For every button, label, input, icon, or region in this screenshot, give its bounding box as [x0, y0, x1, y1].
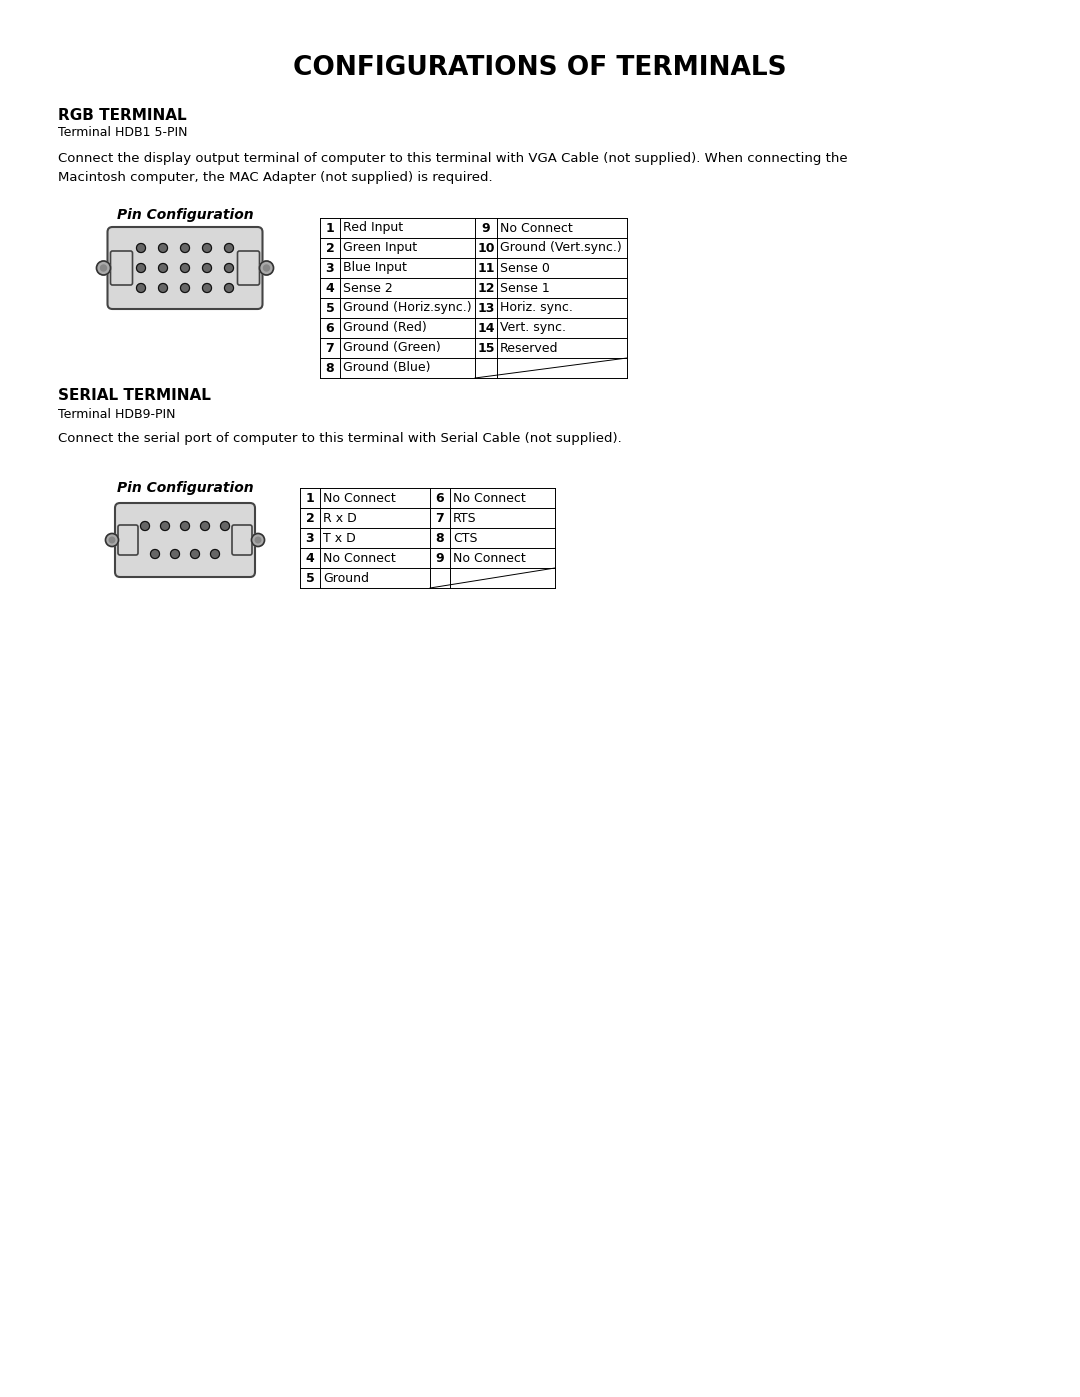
Text: Vert. sync.: Vert. sync.	[500, 321, 566, 334]
Circle shape	[171, 549, 179, 559]
Text: Sense 1: Sense 1	[500, 282, 550, 295]
Text: 4: 4	[306, 552, 314, 564]
FancyBboxPatch shape	[118, 525, 138, 555]
Text: 13: 13	[477, 302, 495, 314]
Circle shape	[136, 243, 146, 253]
Text: Green Input: Green Input	[343, 242, 417, 254]
Circle shape	[252, 534, 265, 546]
Circle shape	[140, 521, 149, 531]
Circle shape	[211, 549, 219, 559]
Text: 11: 11	[477, 261, 495, 274]
Text: Reserved: Reserved	[500, 341, 558, 355]
Circle shape	[203, 264, 212, 272]
Text: 6: 6	[326, 321, 335, 334]
Circle shape	[109, 538, 114, 543]
Text: 2: 2	[306, 511, 314, 524]
Text: 4: 4	[326, 282, 335, 295]
Text: No Connect: No Connect	[453, 552, 526, 564]
Circle shape	[180, 264, 189, 272]
Text: Connect the display output terminal of computer to this terminal with VGA Cable : Connect the display output terminal of c…	[58, 152, 848, 184]
Text: Ground: Ground	[323, 571, 369, 584]
Circle shape	[255, 538, 260, 543]
Text: Red Input: Red Input	[343, 222, 403, 235]
Circle shape	[100, 265, 107, 271]
Circle shape	[161, 521, 170, 531]
FancyBboxPatch shape	[110, 251, 133, 285]
Text: Terminal HDB9-PIN: Terminal HDB9-PIN	[58, 408, 175, 420]
Text: 8: 8	[435, 531, 444, 545]
Text: Pin Configuration: Pin Configuration	[117, 481, 254, 495]
Text: No Connect: No Connect	[500, 222, 572, 235]
Circle shape	[203, 284, 212, 292]
Text: 1: 1	[306, 492, 314, 504]
Text: 12: 12	[477, 282, 495, 295]
Text: Ground (Blue): Ground (Blue)	[343, 362, 431, 374]
Text: Blue Input: Blue Input	[343, 261, 407, 274]
Circle shape	[259, 261, 273, 275]
Circle shape	[220, 521, 229, 531]
Circle shape	[264, 265, 270, 271]
Text: CONFIGURATIONS OF TERMINALS: CONFIGURATIONS OF TERMINALS	[293, 54, 787, 81]
Circle shape	[159, 243, 167, 253]
Text: Sense 0: Sense 0	[500, 261, 550, 274]
Text: Ground (Vert.sync.): Ground (Vert.sync.)	[500, 242, 622, 254]
Text: 5: 5	[306, 571, 314, 584]
Circle shape	[180, 284, 189, 292]
Text: 9: 9	[435, 552, 444, 564]
Circle shape	[225, 284, 233, 292]
Circle shape	[159, 284, 167, 292]
Circle shape	[225, 264, 233, 272]
Text: Sense 2: Sense 2	[343, 282, 393, 295]
Text: 2: 2	[326, 242, 335, 254]
FancyBboxPatch shape	[108, 226, 262, 309]
Text: 15: 15	[477, 341, 495, 355]
Text: 8: 8	[326, 362, 335, 374]
Circle shape	[201, 521, 210, 531]
Circle shape	[136, 284, 146, 292]
Text: 3: 3	[306, 531, 314, 545]
Text: No Connect: No Connect	[323, 492, 395, 504]
Circle shape	[180, 521, 189, 531]
Text: Connect the serial port of computer to this terminal with Serial Cable (not supp: Connect the serial port of computer to t…	[58, 432, 622, 446]
Circle shape	[150, 549, 160, 559]
FancyBboxPatch shape	[114, 503, 255, 577]
Circle shape	[203, 243, 212, 253]
Text: SERIAL TERMINAL: SERIAL TERMINAL	[58, 388, 211, 404]
Text: CTS: CTS	[453, 531, 477, 545]
Circle shape	[159, 264, 167, 272]
Text: No Connect: No Connect	[453, 492, 526, 504]
Circle shape	[190, 549, 200, 559]
Text: 1: 1	[326, 222, 335, 235]
Text: 5: 5	[326, 302, 335, 314]
Text: 14: 14	[477, 321, 495, 334]
Text: 6: 6	[435, 492, 444, 504]
Text: 7: 7	[435, 511, 444, 524]
Circle shape	[96, 261, 110, 275]
Text: No Connect: No Connect	[323, 552, 395, 564]
Text: RGB TERMINAL: RGB TERMINAL	[58, 108, 187, 123]
Text: Pin Configuration: Pin Configuration	[117, 208, 254, 222]
Text: 9: 9	[482, 222, 490, 235]
Text: 3: 3	[326, 261, 335, 274]
Text: T x D: T x D	[323, 531, 355, 545]
Circle shape	[106, 534, 119, 546]
Text: Ground (Green): Ground (Green)	[343, 341, 441, 355]
Text: 10: 10	[477, 242, 495, 254]
Text: Ground (Horiz.sync.): Ground (Horiz.sync.)	[343, 302, 472, 314]
FancyBboxPatch shape	[238, 251, 259, 285]
Text: R x D: R x D	[323, 511, 356, 524]
Text: Terminal HDB1 5-PIN: Terminal HDB1 5-PIN	[58, 127, 188, 140]
Circle shape	[180, 243, 189, 253]
Circle shape	[136, 264, 146, 272]
Circle shape	[225, 243, 233, 253]
FancyBboxPatch shape	[232, 525, 252, 555]
Text: Ground (Red): Ground (Red)	[343, 321, 427, 334]
Text: RTS: RTS	[453, 511, 476, 524]
Text: 7: 7	[326, 341, 335, 355]
Text: Horiz. sync.: Horiz. sync.	[500, 302, 572, 314]
